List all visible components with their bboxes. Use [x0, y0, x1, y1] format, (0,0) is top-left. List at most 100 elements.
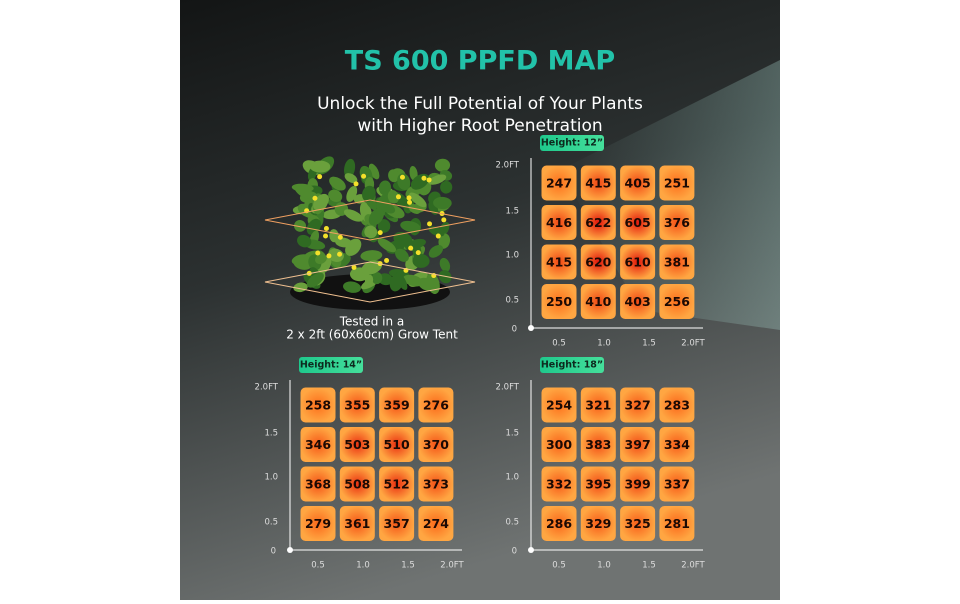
leaf: [344, 173, 358, 184]
cell-value: 254: [546, 398, 572, 413]
y-label: 0.5: [264, 518, 278, 528]
leaf: [440, 180, 453, 194]
cell-value: 332: [546, 477, 572, 492]
cell: [580, 387, 616, 423]
leaf: [417, 277, 435, 291]
leaf: [428, 226, 445, 237]
x-label: 2.0FT: [681, 561, 705, 571]
leaf: [377, 238, 397, 253]
cell-value: 251: [664, 176, 690, 191]
cell-value: 256: [664, 294, 690, 309]
cell-value: 399: [625, 477, 651, 492]
cell: [580, 165, 616, 201]
cell: [541, 466, 577, 502]
badge: [540, 135, 604, 151]
cell-value: 368: [305, 477, 331, 492]
leaf: [309, 160, 331, 173]
x-label: 1.5: [401, 561, 415, 571]
flower: [337, 234, 343, 240]
cell: [300, 506, 336, 541]
leaf: [395, 248, 409, 262]
x-label: 1.5: [642, 561, 656, 571]
leaf: [400, 220, 421, 233]
x-label: 2.0FT: [681, 339, 705, 349]
cell-value: 510: [384, 437, 410, 452]
cell: [659, 506, 695, 541]
origin-label: 0: [512, 547, 517, 557]
y-label: 1.0: [505, 473, 519, 483]
origin-dot: [287, 547, 293, 553]
badge-label: Height: 18”: [541, 360, 603, 371]
cell: [379, 427, 415, 462]
cell-value: 415: [585, 176, 611, 191]
flower: [395, 194, 401, 200]
origin-label: 0: [512, 325, 517, 335]
flower: [317, 174, 323, 180]
cell-value: 300: [546, 437, 572, 452]
cell-value: 334: [664, 437, 690, 452]
cell: [580, 466, 616, 502]
cell: [659, 284, 695, 319]
cell: [620, 387, 656, 423]
cell: [659, 387, 695, 423]
plant-illustration: [264, 156, 476, 310]
flower: [326, 253, 332, 259]
leaf: [389, 273, 404, 292]
cell-value: 359: [384, 398, 410, 413]
cell-value: 325: [625, 516, 651, 531]
cell: [541, 205, 577, 240]
cell: [659, 427, 695, 462]
y-label: 1.0: [264, 473, 278, 483]
caption: Tested in a: [339, 315, 405, 329]
cell-value: 620: [585, 255, 611, 270]
x-label: 2.0FT: [440, 561, 464, 571]
cell: [580, 205, 616, 240]
leaf: [388, 169, 400, 183]
flower: [384, 257, 390, 263]
leaf: [364, 274, 374, 288]
leaf: [434, 158, 451, 172]
y-label: 2.0FT: [255, 383, 279, 393]
title: TS 600 PPFD MAP: [345, 46, 615, 77]
cell: [659, 165, 695, 201]
cell-value: 258: [305, 398, 331, 413]
cell: [541, 387, 577, 423]
cell: [659, 244, 695, 280]
cell-value: 283: [664, 398, 690, 413]
cell-value: 321: [585, 398, 611, 413]
cell: [620, 506, 656, 541]
x-label: 1.0: [597, 339, 611, 349]
cell: [620, 284, 656, 319]
y-label: 1.5: [505, 429, 519, 439]
caption: 2 x 2ft (60x60cm) Grow Tent: [286, 328, 458, 342]
cell-value: 250: [546, 294, 572, 309]
cell: [659, 466, 695, 502]
cell-value: 416: [546, 215, 572, 230]
cell-value: 383: [585, 437, 611, 452]
y-label: 1.5: [264, 429, 278, 439]
cell-value: 327: [625, 398, 651, 413]
leaf: [361, 260, 382, 275]
cell: [339, 466, 375, 502]
subtitle: Unlock the Full Potential of Your Plants: [317, 94, 643, 114]
x-label: 1.0: [597, 561, 611, 571]
badge: [299, 357, 363, 373]
flower: [427, 221, 433, 227]
y-label: 0.5: [505, 518, 519, 528]
cell-value: 274: [423, 516, 449, 531]
cell-value: 376: [664, 215, 690, 230]
cell: [620, 165, 656, 201]
cell-value: 605: [625, 215, 651, 230]
leaf: [360, 250, 383, 262]
leaf: [371, 272, 383, 285]
leaf: [315, 253, 327, 264]
cell: [339, 387, 375, 423]
flower: [406, 195, 412, 201]
x-label: 1.5: [642, 339, 656, 349]
flower: [415, 250, 421, 256]
origin-dot: [528, 325, 534, 331]
cell: [339, 506, 375, 541]
flower: [421, 175, 427, 181]
leaf: [364, 225, 378, 239]
